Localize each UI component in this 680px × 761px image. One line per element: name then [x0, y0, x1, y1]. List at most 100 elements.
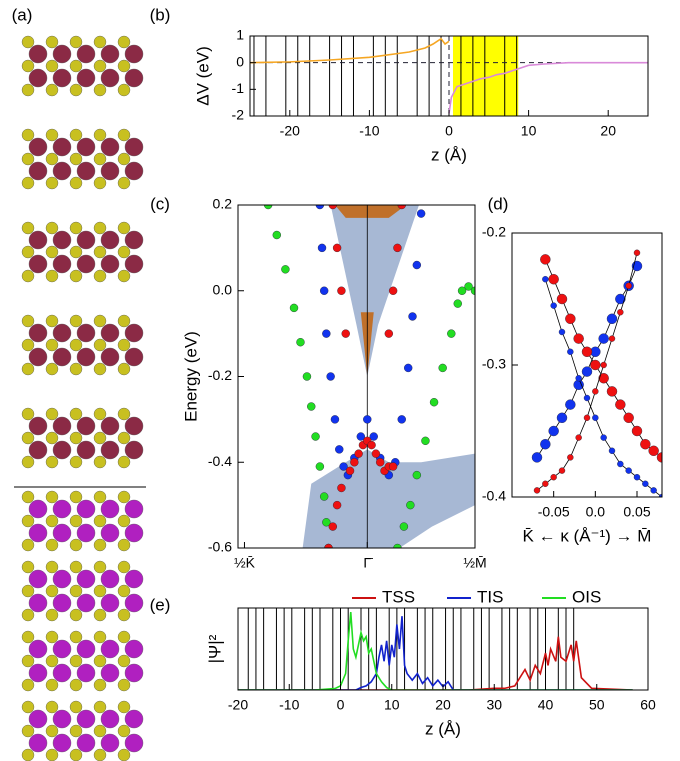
x-tick-label: Γ̄ — [363, 555, 373, 571]
point — [413, 471, 421, 479]
point — [454, 300, 462, 308]
atom — [118, 60, 130, 72]
highlight — [453, 36, 518, 116]
atom — [70, 339, 82, 351]
atom — [29, 594, 47, 612]
atom — [46, 153, 58, 165]
atom — [22, 491, 34, 503]
y-tick-label: -1 — [232, 80, 245, 96]
point — [615, 294, 625, 304]
atom — [22, 432, 34, 444]
atom — [94, 408, 106, 420]
atom — [53, 594, 71, 612]
atom — [125, 570, 143, 588]
atom — [118, 36, 130, 48]
atom — [94, 749, 106, 761]
y-tick-label: -0.2 — [482, 224, 506, 240]
x-tick-label: ½K̄ — [234, 555, 256, 571]
atom — [29, 710, 47, 728]
point — [567, 454, 573, 460]
atom — [94, 631, 106, 643]
atom — [118, 408, 130, 420]
atom — [77, 734, 95, 752]
atom — [70, 129, 82, 141]
atom — [53, 138, 71, 156]
atom — [118, 539, 130, 551]
point — [303, 373, 311, 381]
point — [389, 463, 397, 471]
atom — [22, 561, 34, 573]
point — [592, 388, 598, 394]
atom — [46, 270, 58, 282]
atom — [53, 500, 71, 518]
atom — [101, 45, 119, 63]
atom — [29, 162, 47, 180]
atom — [53, 69, 71, 87]
point — [376, 458, 384, 466]
point — [337, 484, 345, 492]
point — [551, 474, 557, 480]
atom — [125, 324, 143, 342]
point — [363, 415, 371, 423]
panel-label: (c) — [150, 194, 170, 213]
point — [290, 304, 298, 312]
atom — [29, 324, 47, 342]
x-tick-label: 40 — [538, 697, 554, 713]
atom — [118, 456, 130, 468]
atom — [53, 734, 71, 752]
point — [549, 426, 559, 436]
point — [626, 283, 632, 289]
atom — [53, 231, 71, 249]
panel-label: (d) — [488, 194, 509, 213]
atom — [77, 710, 95, 728]
atom — [101, 640, 119, 658]
atom — [101, 348, 119, 366]
point — [532, 452, 542, 462]
x-tick-label: 60 — [640, 697, 656, 713]
atom — [118, 177, 130, 189]
atom — [22, 408, 34, 420]
atom — [118, 701, 130, 713]
point — [649, 446, 659, 456]
atom — [125, 594, 143, 612]
point — [320, 287, 328, 295]
point — [584, 395, 590, 401]
atom — [118, 725, 130, 737]
atom — [77, 231, 95, 249]
point — [439, 364, 447, 372]
atom — [94, 515, 106, 527]
atom — [46, 491, 58, 503]
plot-area — [238, 608, 633, 690]
point — [331, 415, 339, 423]
atom — [94, 456, 106, 468]
x-tick-label: -0.05 — [538, 504, 570, 520]
atom — [53, 255, 71, 273]
atom — [118, 515, 130, 527]
atom — [46, 609, 58, 621]
atom — [22, 749, 34, 761]
plot-area — [532, 250, 667, 500]
x-axis-label: K̄ ← κ (Å⁻¹) → M̄ — [523, 526, 652, 545]
x-tick-label: ½M̄ — [463, 555, 486, 571]
atom — [77, 417, 95, 435]
atom — [70, 153, 82, 165]
legend-label: OIS — [572, 587, 601, 606]
point — [576, 435, 582, 441]
y-axis-label: Energy (eV) — [181, 331, 200, 422]
atom — [77, 69, 95, 87]
point — [617, 309, 623, 315]
point — [634, 474, 640, 480]
atom — [94, 246, 106, 258]
atom — [53, 570, 71, 588]
atom — [22, 60, 34, 72]
atom — [53, 710, 71, 728]
point — [398, 415, 406, 423]
point — [318, 244, 326, 252]
atom — [101, 441, 119, 459]
point — [307, 403, 315, 411]
panel: (c)½K̄Γ̄½M̄-0.6-0.4-0.20.00.2Energy (eV) — [150, 194, 487, 570]
atom — [22, 631, 34, 643]
point — [567, 349, 573, 355]
atom — [70, 655, 82, 667]
y-tick-label: -0.4 — [482, 488, 506, 504]
